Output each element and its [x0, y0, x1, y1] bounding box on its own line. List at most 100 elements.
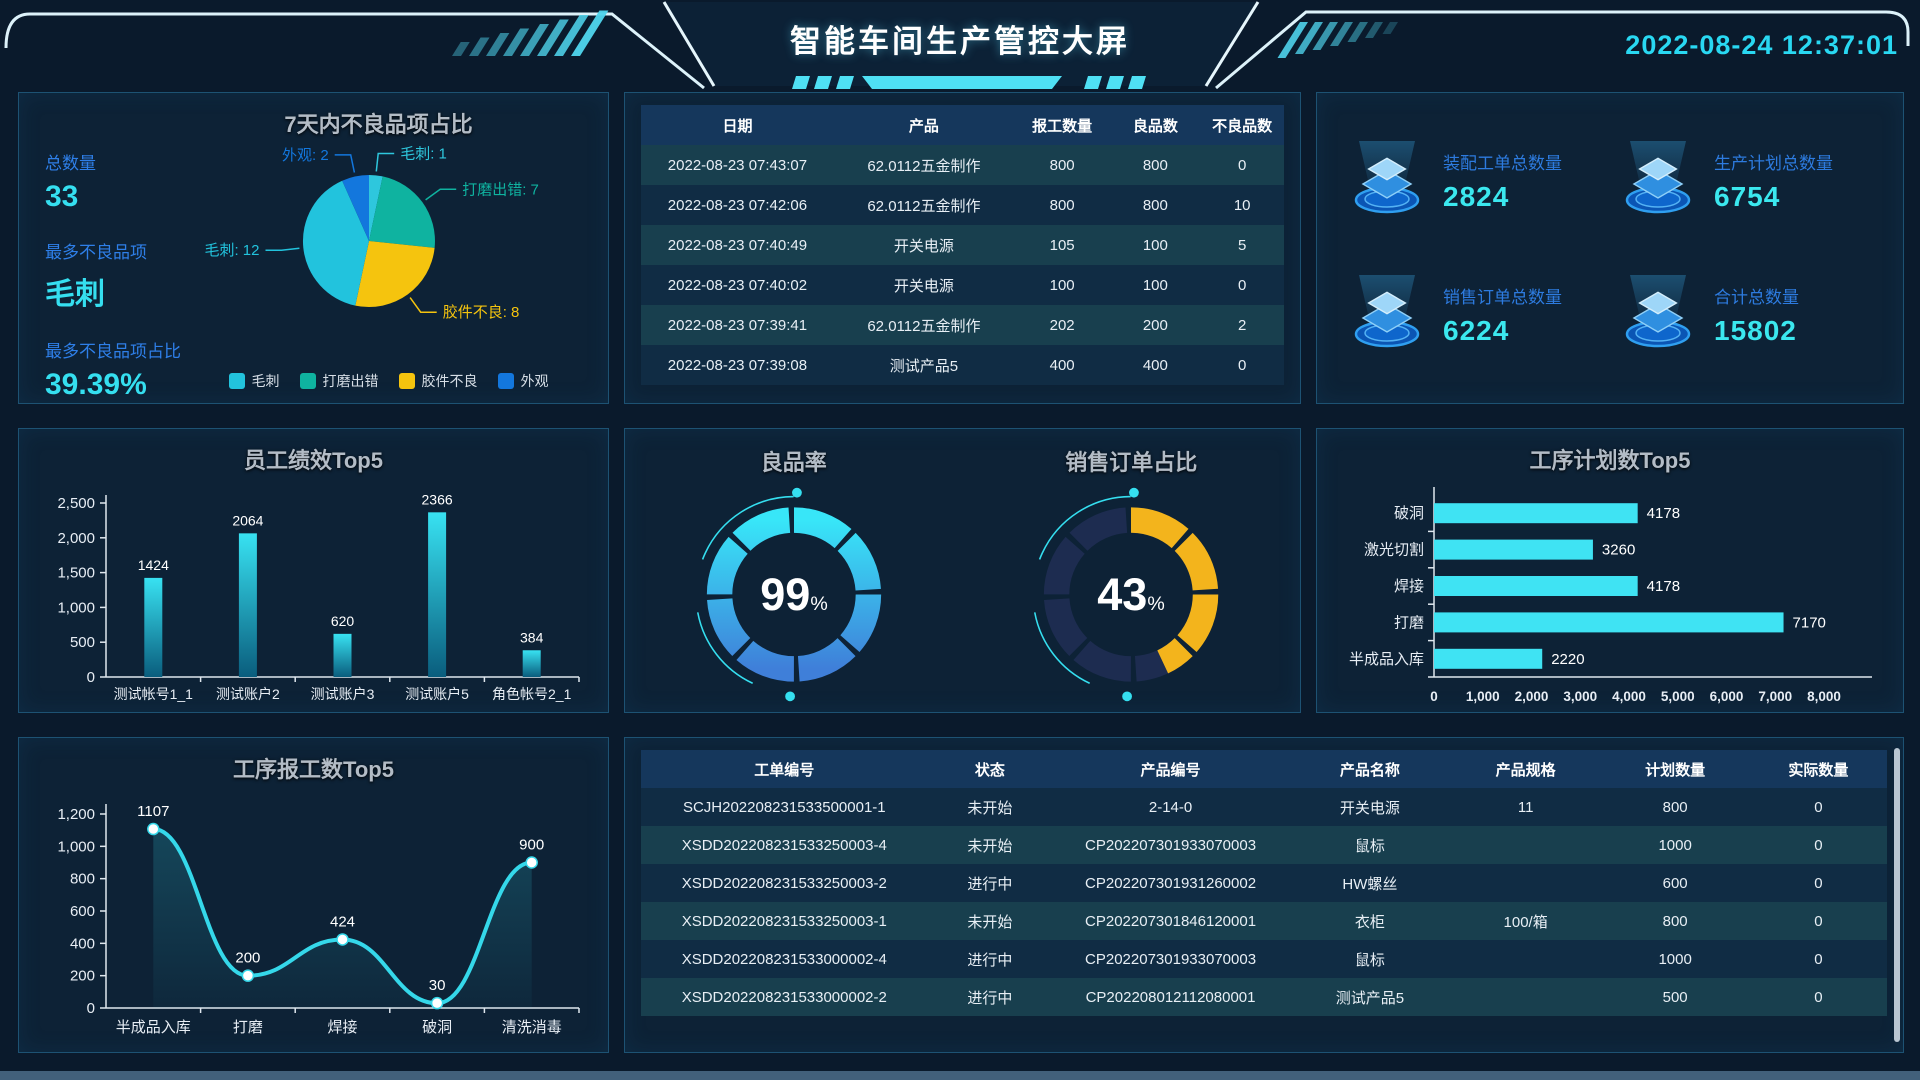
svg-text:3260: 3260	[1602, 542, 1635, 559]
table-cell: 2022-08-23 07:42:06	[667, 196, 808, 214]
total-card: 生产计划总数量 6754	[1614, 121, 1877, 241]
panel-process-plan: 工序计划数Top5 0 1,000 2,000 3,000 4,000 5,000 6,00…	[1316, 428, 1904, 713]
column-header: 实际数量	[1788, 761, 1849, 779]
svg-text:激光切割: 激光切割	[1364, 542, 1424, 559]
table-header-row: 工单编号 状态 产品编号 产品名称 产品规格 计划数量 实际数量	[641, 750, 1887, 788]
panel-title: 7天内不良品项占比	[284, 112, 473, 137]
table-cell: 105	[1049, 236, 1075, 254]
table-row: XSDD202208231533000002-2 进行中 CP20220801211…	[641, 978, 1887, 1016]
stack-layers-icon	[1625, 275, 1691, 348]
svg-text:7170: 7170	[1793, 614, 1826, 631]
panel-orders-table: 工单编号 状态 产品编号 产品名称 产品规格 计划数量 实际数量 SCJH2022082315…	[624, 737, 1904, 1053]
column-header: 产品	[908, 117, 939, 135]
panel-title: 工序报工数Top5	[233, 757, 394, 782]
table-cell: 开关电源	[1339, 799, 1400, 817]
gauge-title: 销售订单占比	[1065, 450, 1198, 475]
svg-text:2064: 2064	[232, 512, 263, 528]
table-cell: 进行中	[967, 989, 1013, 1007]
panel-report-table: 日期 产品 报工数量 良品数 不良品数 2022-08-23 07:43:07 62.011…	[624, 92, 1301, 404]
legend-item[interactable]: 胶件不良	[398, 371, 478, 391]
column-header: 工单编号	[754, 761, 815, 779]
svg-text:2,500: 2,500	[57, 495, 95, 512]
card-label: 销售订单总数量	[1443, 288, 1562, 307]
table-cell: 600	[1662, 874, 1688, 892]
table-cell: 0	[1814, 798, 1823, 816]
table-header-row: 日期 产品 报工数量 良品数 不良品数	[641, 105, 1284, 145]
svg-text:0: 0	[1430, 689, 1438, 704]
table-cell: 进行中	[967, 875, 1013, 893]
svg-text:900: 900	[519, 837, 544, 854]
legend-swatch	[228, 373, 245, 389]
legend-item[interactable]: 毛刺	[228, 371, 280, 391]
svg-text:打磨: 打磨	[233, 1019, 263, 1036]
total-card: 合计总数量 15802	[1614, 255, 1877, 375]
svg-text:测试账户3: 测试账户3	[311, 686, 375, 702]
svg-text:1,000: 1,000	[57, 599, 95, 616]
svg-text:0: 0	[87, 669, 95, 686]
svg-text:2366: 2366	[422, 491, 453, 507]
svg-text:1,000: 1,000	[57, 838, 95, 855]
svg-text:8,000: 8,000	[1807, 689, 1841, 704]
process-report-line-chart: 0 200 400 600 800 1,000 1,200 半成品入库 1107 打磨 200 焊接 4…	[57, 803, 580, 1036]
table-cell: 800	[1049, 156, 1075, 174]
stat-value: 毛刺	[45, 278, 105, 311]
card-value: 6754	[1714, 181, 1781, 212]
table-row: SCJH202208231533500001-1 未开始 2-14-0 开关电源 11 8…	[641, 788, 1887, 826]
panel-totals: 装配工单总数量 2824 生产计划总数量 6754 销售订单总数量 6224 合计总数量 15…	[1316, 92, 1904, 404]
svg-text:384: 384	[520, 629, 544, 645]
header-decoration	[4, 1, 1910, 90]
column-header: 产品编号	[1140, 761, 1201, 779]
table-cell: 10	[1233, 196, 1251, 214]
table-cell: CP202207301846120001	[1085, 912, 1257, 930]
table-cell: 400	[1049, 356, 1075, 374]
svg-text:99%: 99%	[760, 569, 828, 620]
column-header: 计划数量	[1645, 761, 1706, 779]
horizontal-scrollbar[interactable]	[0, 1071, 1920, 1080]
legend-label: 毛刺	[251, 373, 280, 389]
table-cell: 2	[1237, 316, 1247, 334]
table-cell: 800	[1142, 156, 1168, 174]
table-cell: 测试产品5	[1335, 989, 1405, 1007]
stack-layers-icon	[1625, 141, 1691, 214]
legend-swatch	[497, 373, 514, 389]
table-cell: 0	[1814, 950, 1823, 968]
table-cell: 400	[1142, 356, 1168, 374]
gauge-title: 良品率	[760, 450, 827, 475]
main-grid: 7天内不良品项占比 总数量 33 最多不良品项 毛刺 最多不良品项占比 39.39% 毛刺…	[18, 92, 1904, 1053]
table-cell: 2022-08-23 07:40:49	[667, 236, 808, 254]
table-cell: 鼠标	[1354, 837, 1385, 855]
svg-text:3,000: 3,000	[1563, 689, 1597, 704]
table-cell: 11	[1517, 798, 1534, 816]
svg-text:620: 620	[331, 613, 355, 629]
process-plan-bar-chart: 0 1,000 2,000 3,000 4,000 5,000 6,000 7,000 8,00…	[1349, 487, 1872, 704]
legend-item[interactable]: 外观	[497, 371, 549, 391]
pie-legend: 毛刺 打磨出错 胶件不良 外观	[169, 371, 608, 391]
table-row: XSDD202208231533250003-1 未开始 CP20220730184…	[641, 902, 1887, 940]
svg-text:5,000: 5,000	[1661, 689, 1695, 704]
svg-text:角色帐号2_1: 角色帐号2_1	[492, 686, 572, 702]
svg-text:半成品入库: 半成品入库	[1349, 651, 1424, 668]
svg-text:半成品入库: 半成品入库	[116, 1019, 191, 1036]
stat-label: 最多不良品项	[45, 243, 147, 262]
table-row: XSDD202208231533250003-2 进行中 CP20220730193…	[641, 864, 1887, 902]
legend-item[interactable]: 打磨出错	[299, 371, 379, 391]
table-scrollbar[interactable]	[1894, 748, 1900, 1042]
table-row: 2022-08-23 07:39:41 62.0112五金制作 202 200 2	[641, 305, 1284, 345]
table-row: 2022-08-23 07:43:07 62.0112五金制作 800 800 0	[641, 145, 1284, 185]
employee-bar-chart: 0 500 1,000 1,500 2,000 2,500 1424 测试帐号1_1 2064 测…	[57, 491, 580, 702]
table-cell: 800	[1662, 912, 1688, 930]
panel-title: 工序计划数Top5	[1529, 448, 1691, 473]
table-cell: 2022-08-23 07:39:08	[667, 356, 808, 374]
card-value: 15802	[1714, 315, 1797, 346]
table-cell: 800	[1142, 196, 1168, 214]
svg-text:破洞: 破洞	[1394, 505, 1424, 522]
table-cell: 0	[1237, 276, 1247, 294]
report-table: 日期 产品 报工数量 良品数 不良品数 2022-08-23 07:43:07 62.011…	[641, 105, 1284, 385]
stat-item: 最多不良品项 毛刺	[45, 238, 195, 313]
svg-text:1,000: 1,000	[1466, 689, 1500, 704]
table-row: 2022-08-23 07:40:02 开关电源 100 100 0	[641, 265, 1284, 305]
total-card: 装配工单总数量 2824	[1343, 121, 1606, 241]
svg-text:外观: 2: 外观: 2	[282, 147, 329, 164]
table-row: 2022-08-23 07:39:08 测试产品5 400 400 0	[641, 345, 1284, 385]
svg-text:424: 424	[330, 913, 355, 930]
